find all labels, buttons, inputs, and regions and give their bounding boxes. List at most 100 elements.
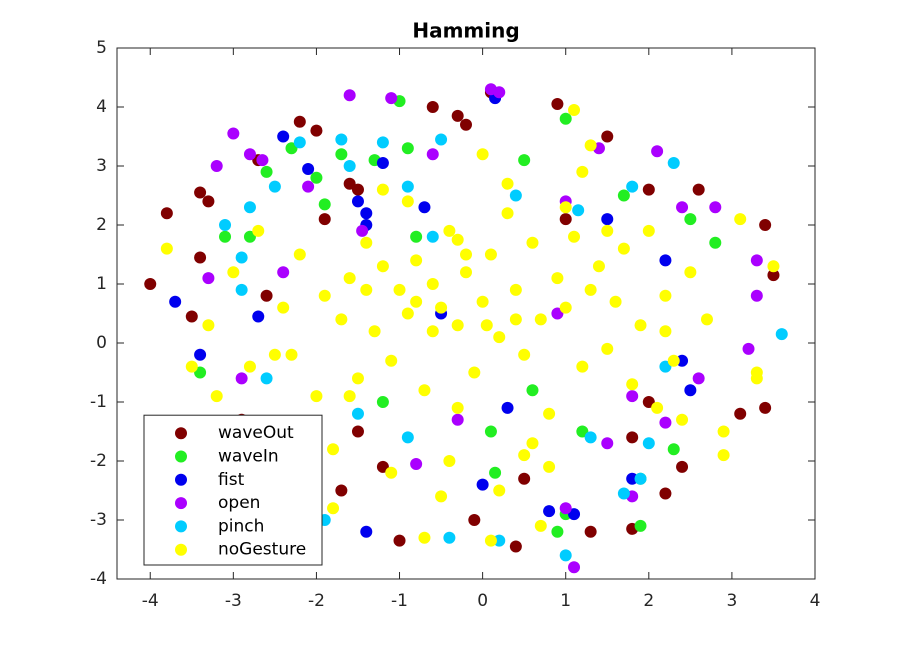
point bbox=[484, 425, 497, 438]
point bbox=[443, 531, 456, 544]
point bbox=[277, 130, 290, 143]
point bbox=[302, 162, 315, 175]
point bbox=[160, 242, 173, 255]
point bbox=[243, 201, 256, 214]
point bbox=[260, 372, 273, 385]
point bbox=[601, 130, 614, 143]
point bbox=[592, 260, 605, 273]
point bbox=[385, 354, 398, 367]
point bbox=[368, 325, 381, 338]
point bbox=[418, 201, 431, 214]
point bbox=[210, 160, 223, 172]
point bbox=[568, 230, 581, 243]
point bbox=[476, 478, 489, 491]
point bbox=[559, 213, 572, 226]
point bbox=[709, 201, 722, 214]
point bbox=[734, 213, 747, 226]
point bbox=[376, 136, 389, 149]
point bbox=[351, 195, 364, 208]
point bbox=[227, 266, 240, 279]
legend-label: pinch bbox=[218, 516, 264, 536]
point bbox=[451, 401, 464, 414]
y-tick-label: 4 bbox=[96, 97, 107, 117]
point bbox=[360, 283, 373, 296]
point bbox=[642, 437, 655, 450]
point bbox=[235, 283, 248, 296]
point bbox=[617, 242, 630, 255]
legend-marker bbox=[175, 543, 187, 556]
point bbox=[401, 195, 414, 208]
point bbox=[327, 443, 340, 456]
point bbox=[684, 213, 697, 226]
point bbox=[426, 278, 439, 290]
point bbox=[526, 236, 539, 249]
point bbox=[501, 207, 514, 220]
x-tick-label: -3 bbox=[225, 591, 242, 611]
point bbox=[526, 437, 539, 450]
point bbox=[351, 372, 364, 385]
point bbox=[451, 413, 464, 426]
point bbox=[493, 484, 506, 497]
point bbox=[476, 295, 489, 308]
point bbox=[601, 213, 614, 226]
legend-label: fist bbox=[218, 470, 245, 490]
point bbox=[750, 254, 763, 267]
point bbox=[642, 183, 655, 196]
point bbox=[401, 180, 414, 193]
point bbox=[601, 224, 614, 237]
point bbox=[518, 472, 531, 485]
point bbox=[327, 502, 340, 515]
point bbox=[484, 248, 497, 261]
point bbox=[551, 98, 564, 111]
legend-box bbox=[143, 414, 323, 566]
x-tick-label: 0 bbox=[477, 591, 488, 611]
point bbox=[410, 254, 423, 267]
point bbox=[750, 289, 763, 302]
point bbox=[202, 319, 215, 332]
point bbox=[634, 472, 647, 485]
point bbox=[634, 519, 647, 532]
point bbox=[194, 186, 207, 199]
point bbox=[501, 401, 514, 414]
point bbox=[435, 133, 448, 146]
point bbox=[194, 251, 207, 264]
point bbox=[518, 154, 531, 167]
point bbox=[700, 313, 713, 326]
point bbox=[260, 289, 273, 302]
point bbox=[393, 534, 406, 547]
point bbox=[243, 360, 256, 373]
point bbox=[277, 266, 290, 279]
y-tick-label: -2 bbox=[90, 451, 107, 471]
point bbox=[293, 136, 306, 149]
point bbox=[318, 198, 331, 211]
point bbox=[734, 407, 747, 420]
point bbox=[559, 549, 572, 562]
point bbox=[572, 204, 585, 217]
point bbox=[559, 201, 572, 214]
point bbox=[401, 431, 414, 444]
x-tick-label: -1 bbox=[391, 591, 408, 611]
point bbox=[559, 301, 572, 314]
legend-marker bbox=[175, 497, 187, 510]
point bbox=[460, 248, 472, 261]
point bbox=[476, 148, 489, 161]
point bbox=[285, 348, 298, 361]
point bbox=[584, 525, 597, 538]
point bbox=[343, 89, 356, 102]
point bbox=[202, 272, 215, 285]
point bbox=[426, 325, 439, 338]
point bbox=[584, 139, 597, 152]
point bbox=[356, 224, 369, 237]
point bbox=[717, 449, 730, 462]
point bbox=[385, 92, 398, 105]
point bbox=[376, 396, 389, 408]
point bbox=[509, 283, 522, 296]
point bbox=[235, 372, 248, 385]
legend-label: open bbox=[218, 493, 260, 513]
point bbox=[484, 534, 497, 547]
point bbox=[642, 396, 655, 408]
point bbox=[401, 142, 414, 155]
point bbox=[335, 313, 348, 326]
point bbox=[626, 390, 639, 403]
